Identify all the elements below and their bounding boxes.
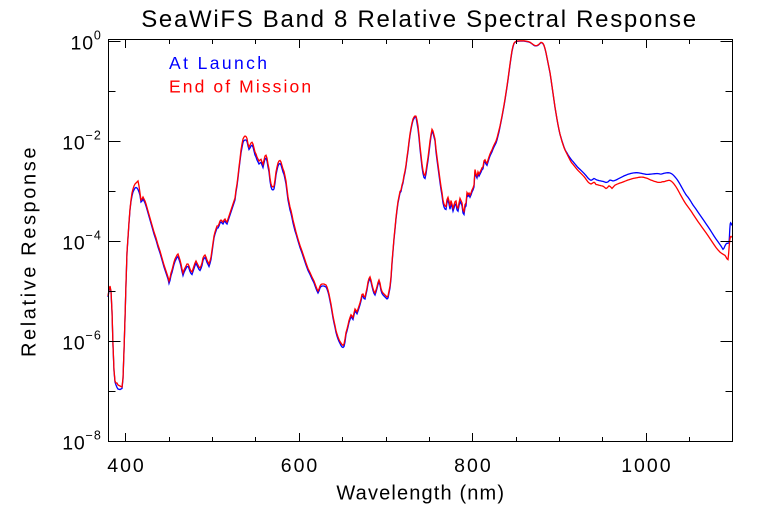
svg-text:800: 800 (454, 455, 493, 477)
svg-text:10−2: 10−2 (62, 129, 102, 155)
svg-text:Relative Response: Relative Response (19, 145, 41, 357)
svg-text:1000: 1000 (621, 455, 672, 477)
svg-text:400: 400 (107, 455, 146, 477)
svg-text:SeaWiFS Band 8 Relative Spectr: SeaWiFS Band 8 Relative Spectral Respons… (141, 6, 698, 33)
svg-text:End of Mission: End of Mission (169, 76, 313, 96)
svg-text:600: 600 (281, 455, 320, 477)
svg-text:Wavelength (nm): Wavelength (nm) (336, 483, 505, 505)
svg-text:At Launch: At Launch (169, 53, 269, 73)
